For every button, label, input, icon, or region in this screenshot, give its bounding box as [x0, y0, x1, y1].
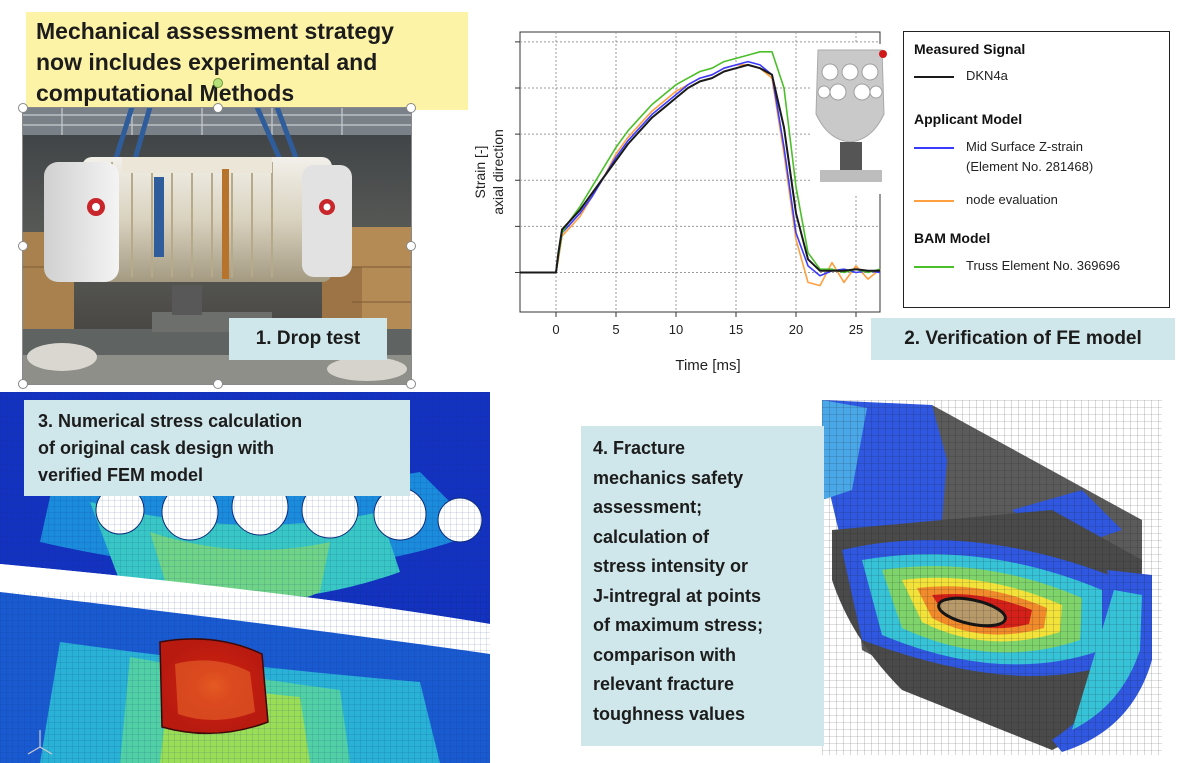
- resize-handle-sw[interactable]: [18, 379, 28, 389]
- verification-label: 2. Verification of FE model: [871, 318, 1175, 360]
- fracture-assessment-label: 4. Fracture mechanics safety assessment;…: [581, 426, 824, 746]
- x-tick-label: 5: [612, 322, 619, 337]
- slide-title: Mechanical assessment strategy now inclu…: [36, 18, 394, 106]
- legend-swatch-dkn4a: [914, 76, 954, 78]
- x-tick-label: 15: [729, 322, 743, 337]
- x-axis-label: Time [ms]: [675, 357, 740, 374]
- resize-handle-se[interactable]: [406, 379, 416, 389]
- resize-handle-ne[interactable]: [406, 103, 416, 113]
- axis-triad-icon: [27, 730, 53, 755]
- verification-text: 2. Verification of FE model: [904, 328, 1142, 349]
- legend-swatch-node: [914, 200, 954, 202]
- legend-swatch-midsurface: [914, 147, 954, 149]
- chart-legend: Measured Signal DKN4a Applicant Model Mi…: [903, 31, 1170, 308]
- x-tick-label: 0: [552, 322, 559, 337]
- x-axis-ticks: 0 5 10 15 20 25: [515, 41, 863, 337]
- x-tick-label: 10: [669, 322, 683, 337]
- drop-test-scene: [22, 107, 412, 385]
- drop-test-photo: [22, 107, 412, 385]
- measurement-point-marker: [879, 50, 887, 58]
- stress-calculation-label: 3. Numerical stress calculation of origi…: [24, 400, 410, 496]
- legend-group-measured: Measured Signal: [914, 41, 1026, 57]
- series-line-mid-surface-z-strain: [520, 60, 881, 277]
- legend-entry-midsurface: Mid Surface Z-strain (Element No. 281468…: [966, 139, 1094, 174]
- resize-handle-nw[interactable]: [18, 103, 28, 113]
- fe-model-inset: [810, 44, 890, 194]
- stress-calculation-text: 3. Numerical stress calculation of origi…: [38, 411, 303, 485]
- legend-group-applicant: Applicant Model: [914, 111, 1023, 127]
- legend-entry-dkn4a: DKN4a: [966, 68, 1008, 83]
- series-line-dkn4a: [520, 63, 880, 274]
- fracture-assessment-text: 4. Fracture mechanics safety assessment;…: [593, 438, 764, 724]
- legend-entry-truss: Truss Element No. 369696: [966, 258, 1121, 273]
- title-box: Mechanical assessment strategy now inclu…: [26, 12, 468, 110]
- drop-test-label: 1. Drop test: [229, 318, 387, 360]
- resize-handle-e[interactable]: [406, 241, 416, 251]
- series-line-truss-element-no-369696: [520, 50, 881, 274]
- legend-entry-node: node evaluation: [966, 192, 1058, 207]
- strain-chart: 0 5 10 15 20 25 Strain [-] axial direction Ti…: [472, 31, 890, 374]
- x-tick-label: 25: [849, 322, 863, 337]
- series-lines: [520, 50, 881, 287]
- legend-swatch-truss: [914, 266, 954, 268]
- x-tick-label: 20: [789, 322, 803, 337]
- y-axis-label-line1: Strain [-]: [472, 146, 488, 199]
- resize-handle-w[interactable]: [18, 241, 28, 251]
- fracture-fe-model: [822, 400, 1162, 755]
- y-axis-label-line2: axial direction: [490, 129, 506, 215]
- resize-handle-s[interactable]: [213, 379, 223, 389]
- resize-handle-n[interactable]: [213, 103, 223, 113]
- legend-group-bam: BAM Model: [914, 230, 991, 246]
- rotate-handle[interactable]: [213, 78, 223, 88]
- drop-test-text: 1. Drop test: [255, 328, 361, 349]
